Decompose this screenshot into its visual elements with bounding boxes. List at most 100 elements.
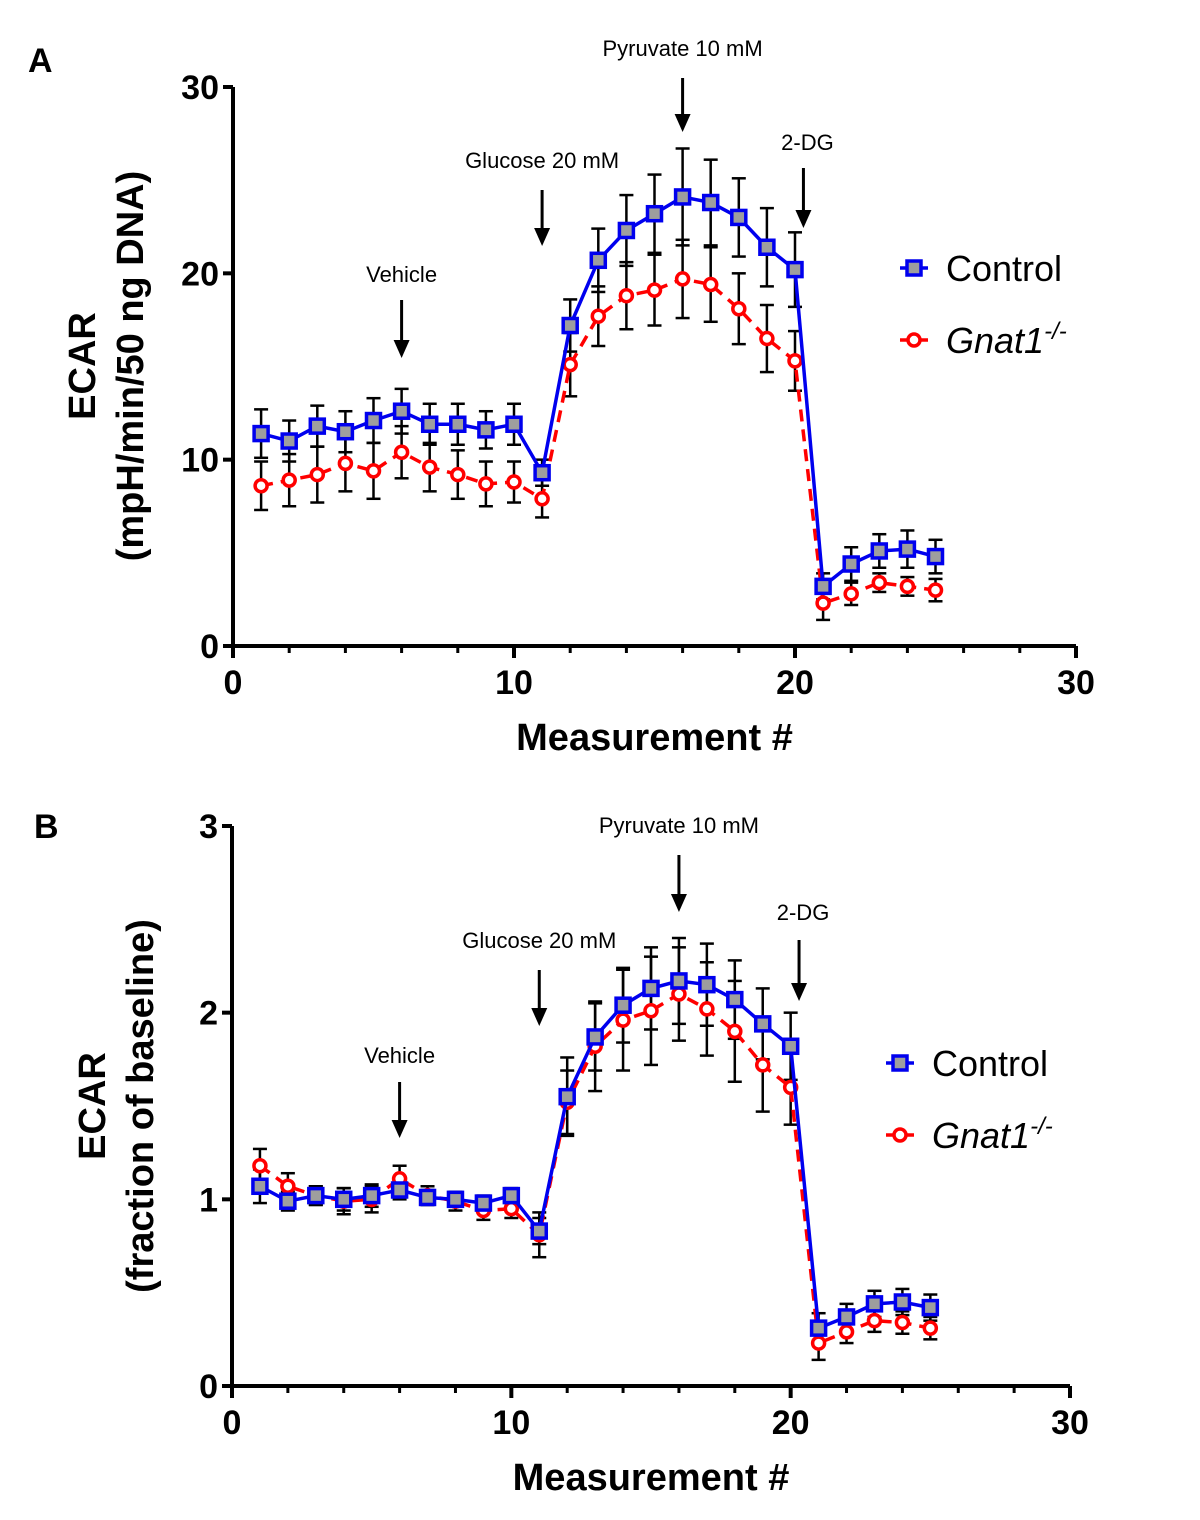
data-point-control <box>698 975 716 994</box>
x-tick-label: 10 <box>495 664 533 702</box>
data-point-gnat1 <box>699 1001 715 1017</box>
data-point-control <box>586 1028 604 1046</box>
legend-label: Control <box>932 1043 1048 1084</box>
annotation-arrow-head <box>795 210 812 228</box>
x-tick-label: 10 <box>492 1404 530 1442</box>
y-tick-label: 20 <box>181 255 219 293</box>
panel-label: B <box>34 808 59 846</box>
data-point-control <box>701 193 720 212</box>
data-point-control <box>786 260 804 279</box>
annotation-arrow-head <box>531 1008 548 1026</box>
data-point-control <box>308 417 327 435</box>
data-point-control <box>645 204 664 223</box>
legend-item-control: Control <box>886 1043 1048 1084</box>
data-point-gnat1 <box>506 474 522 490</box>
annotation-label: 2-DG <box>781 130 834 155</box>
panel-a: A 0 10 20 30 0 10 20 30 Measurement # ECAR (mpH/min… <box>28 36 1095 759</box>
legend-marker-square-icon <box>891 1054 909 1072</box>
data-point-control <box>449 415 467 434</box>
data-point-control <box>642 979 660 998</box>
legend-label-name: Gnat1 <box>946 320 1044 361</box>
data-point-control <box>926 547 945 566</box>
data-point-gnat1 <box>590 308 607 324</box>
annotation-arrow-head <box>534 228 551 246</box>
x-tick-label: 30 <box>1057 664 1095 702</box>
data-point-control <box>364 411 383 430</box>
data-point-control <box>392 402 411 420</box>
legend-label-superscript: -/- <box>1044 318 1067 345</box>
legend-label-name: Gnat1 <box>932 1115 1030 1156</box>
data-point-gnat1 <box>280 1178 296 1195</box>
data-point-control <box>753 1015 772 1033</box>
data-point-control <box>893 1293 912 1311</box>
annotation-label: Pyruvate 10 mM <box>599 813 759 838</box>
annotation-arrow-head <box>791 983 808 1001</box>
y-tick-label: 30 <box>181 69 219 107</box>
data-point-control <box>758 238 776 256</box>
annotation-label: Glucose 20 mM <box>462 928 616 953</box>
data-point-gnat1 <box>309 466 326 483</box>
annotation-arrow-head <box>674 114 691 132</box>
x-axis-title: Measurement # <box>516 717 793 759</box>
data-point-control <box>477 421 495 439</box>
data-point-control <box>842 555 860 573</box>
legend-item-gnat1: Gnat1-/- <box>886 1113 1053 1156</box>
annotation-label: Vehicle <box>366 262 437 287</box>
data-point-control <box>809 1319 828 1337</box>
data-point-gnat1 <box>843 586 859 602</box>
annotation-label: Glucose 20 mM <box>465 148 619 173</box>
data-point-control <box>280 432 298 450</box>
data-point-control <box>589 251 608 270</box>
y-axis-title: ECAR <box>62 312 104 420</box>
legend-label-name: Control <box>932 1043 1048 1084</box>
data-point-control <box>814 577 832 596</box>
data-point-control <box>726 990 744 1009</box>
x-tick-label: 20 <box>776 664 814 702</box>
data-point-gnat1 <box>503 1200 520 1217</box>
y-tick-label: 0 <box>200 628 219 666</box>
x-tick-label: 30 <box>1051 1404 1089 1442</box>
data-point-control <box>673 188 692 206</box>
data-point-control <box>781 1037 800 1056</box>
data-point-control <box>865 1295 884 1313</box>
data-point-gnat1 <box>615 1012 631 1028</box>
data-point-gnat1 <box>253 478 269 494</box>
x-tick-label: 0 <box>223 1404 242 1442</box>
legend-item-control: Control <box>900 248 1062 289</box>
data-point-gnat1 <box>759 330 775 347</box>
data-point-gnat1 <box>421 459 438 475</box>
data-point-control <box>502 1186 521 1205</box>
data-point-gnat1 <box>674 271 691 287</box>
y-tick-label: 3 <box>199 808 218 846</box>
data-point-gnat1 <box>787 353 803 369</box>
data-point-gnat1 <box>894 1314 911 1331</box>
data-point-control <box>898 540 917 558</box>
data-point-control <box>921 1298 940 1317</box>
data-point-control <box>420 415 439 434</box>
data-point-gnat1 <box>927 582 944 598</box>
annotation-arrow-head <box>393 340 410 358</box>
data-point-control <box>251 1177 269 1196</box>
legend-marker-circle-icon <box>892 1127 908 1143</box>
data-point-gnat1 <box>899 578 916 595</box>
data-point-gnat1 <box>702 276 719 293</box>
annotation-arrow-head <box>391 1120 408 1138</box>
x-tick-label: 20 <box>772 1404 810 1442</box>
data-point-control <box>334 1190 353 1209</box>
data-point-gnat1 <box>754 1057 771 1073</box>
data-point-gnat1 <box>562 356 578 373</box>
y-axis-title: ECAR <box>72 1052 114 1160</box>
legend-marker-circle-icon <box>906 332 922 348</box>
data-point-gnat1 <box>365 463 382 479</box>
y-tick-label: 1 <box>199 1181 218 1219</box>
legend-label-superscript: -/- <box>1030 1113 1053 1140</box>
data-point-gnat1 <box>866 1312 883 1329</box>
data-point-gnat1 <box>450 466 466 483</box>
annotation-label: 2-DG <box>777 900 830 925</box>
y-tick-label: 0 <box>199 1368 218 1406</box>
data-point-control <box>614 996 632 1014</box>
data-point-control <box>390 1181 409 1199</box>
data-point-gnat1 <box>643 1003 659 1019</box>
data-point-control <box>446 1190 465 1209</box>
